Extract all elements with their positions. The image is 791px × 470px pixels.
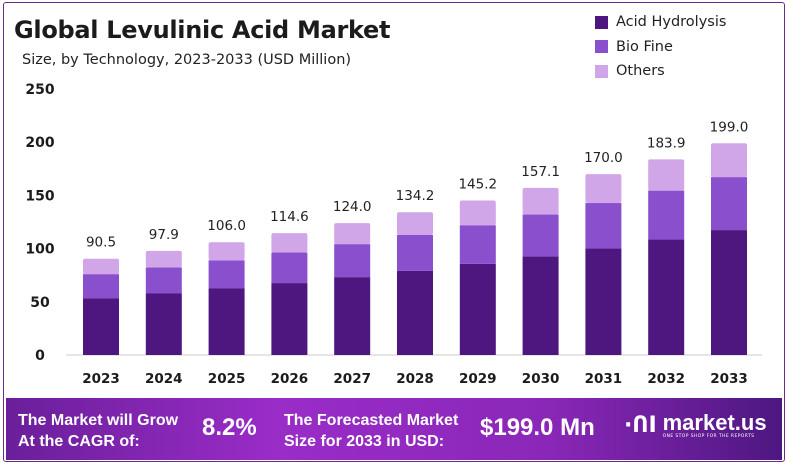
bar-segment-others	[711, 143, 747, 178]
bar-segment-acid-hydrolysis	[459, 263, 496, 355]
legend-swatch	[595, 64, 608, 78]
x-tick-label: 2033	[710, 371, 748, 387]
x-tick-label: 2027	[333, 371, 371, 387]
y-tick-label: 200	[25, 135, 54, 151]
forecast-label: The Forecasted Market Size for 2033 in US…	[284, 412, 459, 450]
bar-segment-acid-hydrolysis	[648, 239, 685, 355]
y-tick-label: 50	[30, 295, 50, 311]
bar-segment-bio-fine	[397, 234, 433, 271]
y-tick-label: 0	[35, 348, 45, 364]
bar-segment-bio-fine	[208, 260, 245, 289]
bar-segment-acid-hydrolysis	[271, 283, 308, 355]
total-label: 199.0	[710, 119, 749, 135]
bar-segment-bio-fine	[334, 244, 371, 278]
chart-subtitle: Size, by Technology, 2023-2033 (USD Mill…	[22, 52, 352, 68]
legend: Acid Hydrolysis Bio Fine Others	[595, 10, 726, 84]
frame-border	[3, 2, 785, 462]
bar-segment-others	[145, 250, 182, 268]
x-tick-label: 2029	[459, 371, 497, 387]
total-label: 97.9	[149, 227, 179, 243]
chart-title: Global Levulinic Acid Market	[14, 16, 391, 44]
bar-segment-others	[585, 174, 622, 204]
legend-swatch	[595, 15, 608, 29]
y-tick-label: 250	[25, 82, 54, 98]
total-label: 114.6	[270, 209, 309, 225]
bar-segment-acid-hydrolysis	[145, 293, 182, 355]
brand-logo-icon: ·ՈI	[624, 413, 657, 438]
total-label: 90.5	[86, 235, 116, 251]
x-tick-label: 2031	[585, 371, 623, 387]
x-tick-label: 2023	[82, 371, 120, 387]
total-label: 124.0	[333, 199, 372, 215]
bar-segment-others	[459, 200, 496, 226]
bar-segment-bio-fine	[522, 214, 559, 257]
x-tick-label: 2028	[396, 371, 434, 387]
chart-plot: 0 50 100 150 200 250 90.5 2023 97.9 2024 106.0 2025…	[25, 82, 762, 387]
legend-label: Bio Fine	[616, 38, 673, 55]
x-tick-label: 2025	[208, 371, 246, 387]
total-label: 157.1	[521, 164, 560, 180]
x-tick-label: 2032	[647, 371, 685, 387]
bar-segment-bio-fine	[145, 267, 182, 294]
bar-segment-others	[522, 187, 559, 215]
bar-segment-bio-fine	[459, 225, 496, 264]
x-tick-label: 2026	[271, 371, 309, 387]
bar-segment-others	[648, 159, 685, 191]
bar-segment-bio-fine	[271, 252, 308, 284]
y-tick-label: 100	[25, 242, 54, 258]
legend-item-bio-fine: Bio Fine	[595, 35, 726, 60]
x-tick-label: 2024	[145, 371, 183, 387]
bar-segment-others	[83, 258, 119, 275]
legend-label: Others	[616, 63, 665, 80]
bar-segment-others	[271, 233, 308, 253]
total-label: 170.0	[584, 150, 623, 166]
legend-item-acid-hydrolysis: Acid Hydrolysis	[595, 10, 726, 35]
bar-segment-acid-hydrolysis	[522, 256, 559, 355]
bar-segment-acid-hydrolysis	[83, 298, 119, 355]
total-label: 106.0	[207, 218, 246, 234]
bar-segment-bio-fine	[585, 203, 622, 249]
footer-banner: The Market will Grow At the CAGR of: 8.2%…	[6, 398, 782, 460]
y-tick-label: 150	[25, 188, 54, 204]
total-label: 134.2	[396, 188, 435, 204]
cagr-value: 8.2%	[202, 414, 257, 441]
bar-segment-acid-hydrolysis	[711, 230, 747, 355]
legend-item-others: Others	[595, 59, 726, 84]
bar-segment-acid-hydrolysis	[585, 248, 622, 355]
bar-segment-bio-fine	[711, 177, 747, 231]
bar-segment-others	[397, 212, 433, 235]
bar-segment-acid-hydrolysis	[397, 270, 433, 355]
total-label: 145.2	[458, 177, 497, 193]
legend-label: Acid Hydrolysis	[616, 14, 727, 31]
bar-segment-bio-fine	[648, 190, 685, 240]
bar-segment-others	[208, 242, 245, 261]
bar-segment-others	[334, 223, 371, 245]
forecast-value: $199.0 Mn	[480, 414, 595, 441]
cagr-label: The Market will Grow At the CAGR of:	[18, 412, 179, 450]
bar-segment-acid-hydrolysis	[208, 288, 245, 355]
bar-segment-bio-fine	[83, 274, 119, 299]
total-label: 183.9	[647, 135, 686, 151]
x-tick-label: 2030	[522, 371, 560, 387]
bar-segment-acid-hydrolysis	[334, 277, 371, 355]
brand-logo: ·ՈI market.us ONE STOP SHOP FOR THE REPOR…	[624, 410, 767, 440]
legend-swatch	[595, 40, 608, 54]
